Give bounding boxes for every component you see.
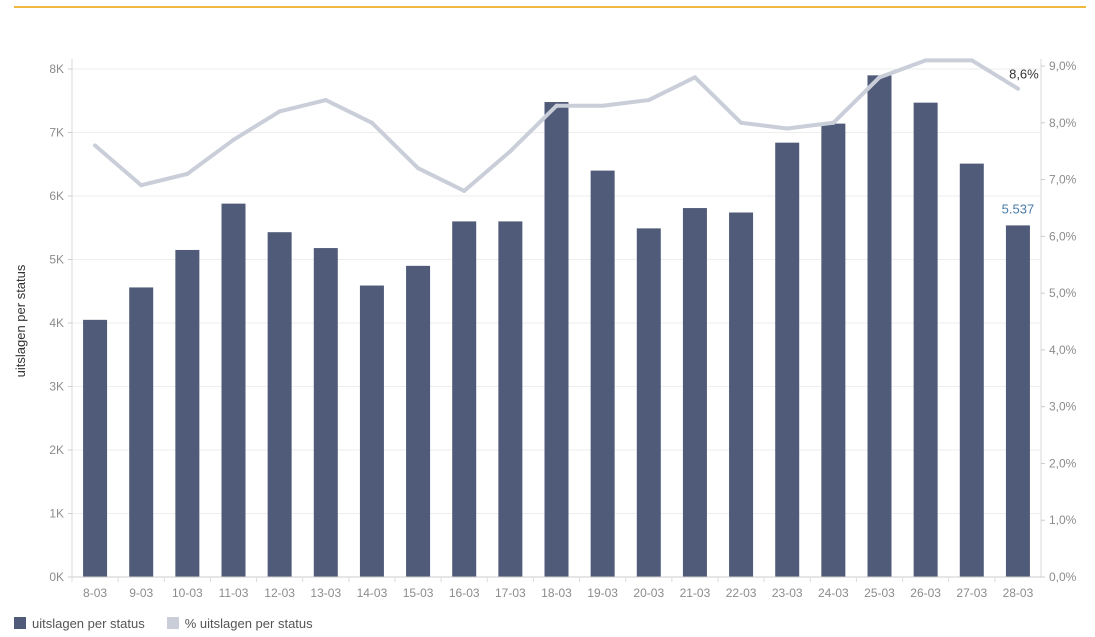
x-tick-label: 11-03	[219, 586, 249, 600]
x-tick-label: 16-03	[449, 586, 480, 600]
bar	[221, 203, 246, 577]
line-point	[739, 120, 744, 125]
x-tick-label: 15-03	[403, 586, 434, 600]
x-tick-label: 9-03	[129, 586, 153, 600]
line-point	[969, 58, 974, 63]
line-point	[139, 183, 144, 188]
y-axis-title: uitslagen per status	[13, 264, 28, 377]
bar-series: 5.537	[83, 75, 1035, 578]
x-tick-label: 13-03	[310, 586, 341, 600]
bar	[729, 212, 754, 577]
top-accent-rule	[14, 6, 1086, 8]
line-point	[877, 75, 882, 80]
y2-tick-label: 9,0%	[1049, 59, 1077, 73]
x-tick-label: 19-03	[587, 586, 618, 600]
y-tick-label: 2K	[49, 443, 64, 457]
x-tick-label: 27-03	[956, 586, 987, 600]
bar	[175, 249, 200, 577]
line-point	[831, 120, 836, 125]
legend-item-line[interactable]: % uitslagen per status	[166, 615, 313, 631]
y2-tick-label: 5,0%	[1049, 286, 1077, 300]
line-point	[692, 75, 697, 80]
legend-label-bars: uitslagen per status	[32, 615, 145, 631]
legend-item-bars[interactable]: uitslagen per status	[14, 616, 145, 631]
y2-tick-label: 7,0%	[1049, 173, 1077, 187]
y-tick-label: 8K	[49, 62, 64, 76]
y2-tick-label: 6,0%	[1049, 229, 1077, 243]
line-point	[508, 149, 513, 154]
y2-tick-label: 2,0%	[1049, 456, 1077, 470]
bar	[682, 208, 707, 577]
bar	[544, 102, 569, 578]
y2-tick-label: 1,0%	[1049, 513, 1077, 527]
bar	[913, 102, 938, 577]
y-tick-label: 4K	[49, 316, 64, 330]
line-series: 8,6%	[93, 58, 1039, 193]
bar	[959, 163, 984, 578]
x-tick-label: 26-03	[910, 586, 941, 600]
x-axis: 8-03 9-03 10-03 11-03 12-03 13-03 14-03 15-03 16…	[71, 576, 1041, 600]
legend: uitslagen per status % uitslagen per sta…	[14, 614, 335, 632]
bar	[636, 228, 661, 577]
y-tick-label: 1K	[49, 507, 64, 521]
line-point	[231, 137, 236, 142]
bar	[267, 232, 292, 577]
y-tick-label: 7K	[49, 126, 64, 140]
y2-tick-label: 4,0%	[1049, 343, 1077, 357]
bar	[775, 142, 800, 577]
line-point	[185, 171, 190, 176]
y-tick-label: 3K	[49, 380, 64, 394]
bar	[821, 123, 846, 578]
x-tick-label: 25-03	[864, 586, 895, 600]
line-data-label: 8,6%	[1009, 67, 1039, 82]
line-point	[1015, 86, 1020, 91]
line-point	[277, 109, 282, 114]
y-tick-label: 6K	[49, 189, 64, 203]
legend-swatch-bars	[14, 617, 26, 629]
bar	[867, 75, 892, 577]
y-tick-label: 0K	[49, 570, 64, 584]
x-tick-label: 24-03	[818, 586, 849, 600]
bar	[498, 221, 523, 577]
y2-tick-label: 8,0%	[1049, 116, 1077, 130]
y2-tick-label: 3,0%	[1049, 400, 1077, 414]
x-tick-label: 14-03	[357, 586, 388, 600]
bar	[1005, 225, 1030, 577]
x-tick-label: 21-03	[680, 586, 711, 600]
x-tick-label: 23-03	[772, 586, 803, 600]
y2-tick-label: 0,0%	[1049, 570, 1077, 584]
line-point	[923, 58, 928, 63]
legend-label-line: % uitslagen per status	[184, 615, 313, 631]
line-point	[554, 103, 559, 108]
bar	[359, 285, 384, 577]
bar	[129, 287, 154, 577]
bar	[452, 221, 477, 577]
bar-data-label: 5.537	[1002, 201, 1035, 216]
y-axis-right: 0,0% 1,0% 2,0% 3,0% 4,0% 5,0% 6,0% 7,0% 8,0% 9,0%	[1040, 59, 1077, 584]
x-tick-label: 22-03	[726, 586, 757, 600]
x-tick-label: 18-03	[541, 586, 572, 600]
line-point	[93, 143, 98, 148]
legend-swatch-line	[166, 617, 179, 629]
y-tick-label: 5K	[49, 253, 64, 267]
line-point	[785, 126, 790, 131]
y-axis-left: 0K 1K 2K 3K 4K 5K 6K 7K 8K	[49, 59, 73, 584]
x-tick-label: 12-03	[264, 586, 295, 600]
x-tick-label: 10-03	[172, 586, 203, 600]
bar	[83, 319, 108, 577]
bar	[313, 248, 338, 577]
line-point	[646, 98, 651, 103]
line-point	[600, 103, 605, 108]
line-point	[462, 188, 467, 193]
bar	[406, 265, 431, 577]
line-point	[416, 166, 421, 171]
line-point	[323, 98, 328, 103]
x-tick-label: 20-03	[633, 586, 664, 600]
line-point	[369, 120, 374, 125]
x-tick-label: 28-03	[1003, 586, 1034, 600]
x-tick-label: 8-03	[83, 586, 107, 600]
x-tick-label: 17-03	[495, 586, 526, 600]
bar	[590, 170, 615, 577]
